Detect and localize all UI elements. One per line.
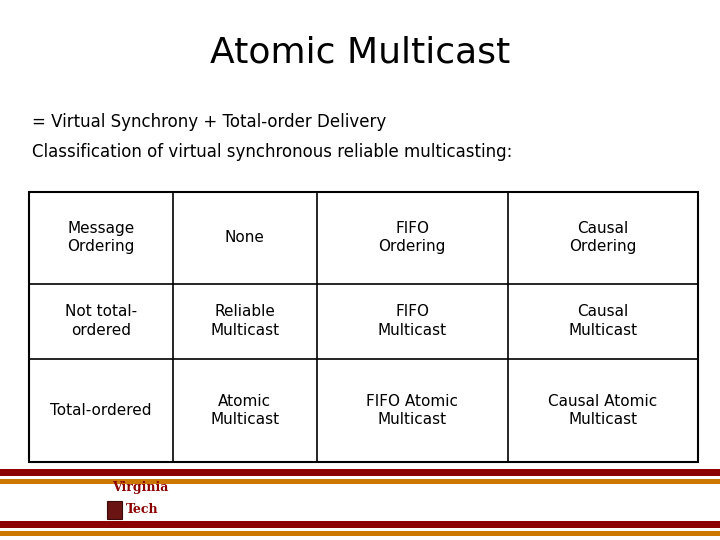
Text: FIFO
Multicast: FIFO Multicast [377, 305, 446, 338]
Text: FIFO Atomic
Multicast: FIFO Atomic Multicast [366, 394, 458, 427]
Text: Not total-
ordered: Not total- ordered [65, 305, 137, 338]
Text: = Virtual Synchrony + Total-order Delivery: = Virtual Synchrony + Total-order Delive… [32, 113, 387, 131]
Bar [0, 479, 720, 484]
Text: Causal Atomic
Multicast: Causal Atomic Multicast [549, 394, 657, 427]
Text: Classification of virtual synchronous reliable multicasting:: Classification of virtual synchronous re… [32, 143, 513, 161]
Text: Causal
Multicast: Causal Multicast [568, 305, 637, 338]
Text: Causal
Ordering: Causal Ordering [570, 221, 636, 254]
Text: FIFO
Ordering: FIFO Ordering [379, 221, 446, 254]
Text: None: None [225, 230, 265, 245]
Text: Atomic Multicast: Atomic Multicast [210, 35, 510, 69]
Text: Total-ordered: Total-ordered [50, 403, 151, 418]
Text: Tech: Tech [126, 503, 158, 516]
Bar [0, 531, 720, 536]
Text: Message
Ordering: Message Ordering [67, 221, 135, 254]
Bar [107, 501, 122, 519]
Text: Virginia: Virginia [112, 481, 168, 494]
Text: Reliable
Multicast: Reliable Multicast [210, 305, 279, 338]
Bar [0, 469, 720, 476]
Bar [29, 192, 698, 462]
Text: Atomic
Multicast: Atomic Multicast [210, 394, 279, 427]
Bar [0, 521, 720, 528]
